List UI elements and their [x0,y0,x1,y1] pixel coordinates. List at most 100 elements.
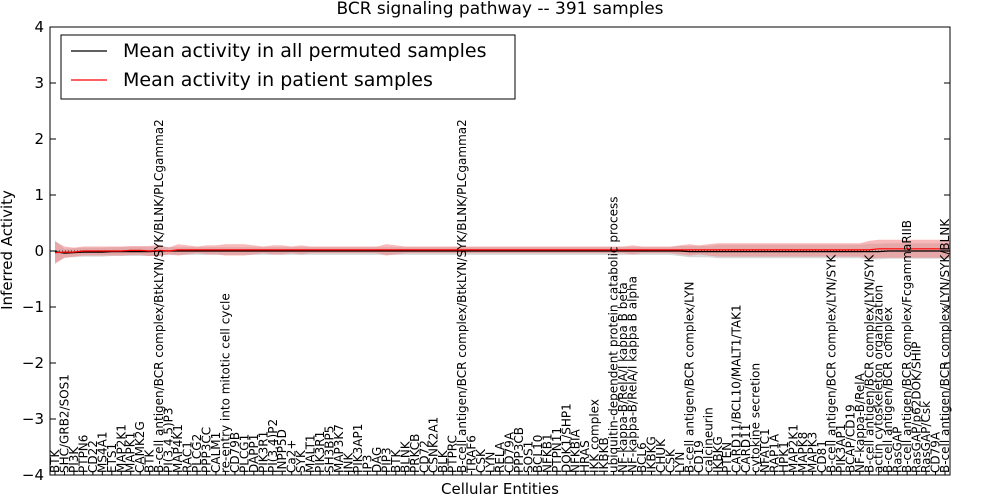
x-tick-label: MAPK1 [124,432,138,473]
legend: Mean activity in all permuted samples Me… [60,34,516,100]
x-tick-label: CD81 [815,440,829,473]
x-tick-label: SYK [294,449,308,473]
x-tick-label: INPP5D [275,429,289,473]
x-tick-label: NFKB1 [540,433,554,473]
x-tick-label: DOK1/SHP1 [559,403,573,473]
x-tick-label: PPP3CB [512,427,526,473]
x-tick-label: MAP4K1 [171,424,185,473]
x-tick-label: RAP1A [768,433,782,473]
x-tick-label: CSK [663,448,677,473]
x-tick-label: IKK complex [588,399,602,473]
x-tick-label: IKBKG [711,436,725,473]
x-tick-label: NFATC1 [758,428,772,473]
x-tick-label: PIK3AP1 [834,424,848,473]
x-tick-label: LYN [484,452,498,473]
x-tick-label: PI(3,4)P2 [266,419,280,473]
series-line-permuted [54,250,950,254]
x-tick-label: BCL6 [635,442,649,473]
y-tick-label: −4 [22,466,44,484]
x-tick-label: RELA [493,441,507,473]
x-tick-label: NF-kappa-B/RelA/I kappa B alpha [626,276,640,473]
x-tick-label: MAP2K1 [787,424,801,473]
x-tick-label: HRAS [578,440,592,473]
x-tick-label: actin cytoskeleton organization [872,285,886,473]
x-tick-label: BTK [48,448,62,473]
x-tick-label: CSNK2A1 [427,417,441,473]
x-tick-label: MALT1 [304,434,318,473]
x-tick-label: SH3BP5 [323,426,337,473]
x-tick-label: PLCG1 [237,434,251,473]
legend-label-patient: Mean activity in patient samples [123,69,433,91]
x-tick-label: CD19 [692,440,706,473]
x-tick-label: PIK3R1 [256,431,270,473]
x-tick-label: RAC1 [181,441,195,473]
x-tick-label: B-cell antigen/BCR complex/BtkLYN/SYK/BL… [455,119,469,473]
x-tick-label: B-cell antigen/BCR complex/LYN [682,281,696,473]
series-line-patient [54,248,950,254]
x-tick-label: PI3K [67,446,81,473]
x-tick-label: BTK [143,448,157,473]
y-tick-label: −3 [22,410,44,428]
x-tick-label: B-cell antigen/BCR complex/FcgammaRIIB [900,220,914,473]
x-tick-label: PRKCB [408,434,422,473]
x-tick-label: NF-kappa-B/RelA [853,372,867,473]
x-tick-label: CD79A [929,431,943,473]
x-tick-label: HPK1 [777,441,791,473]
x-tick-label: CARD11/BCL10/MALT1/TAK1 [730,304,744,473]
x-tick-label: DAG [370,447,384,473]
x-tick-label: BLK [436,449,450,473]
x-tick-label: RasGAP/Csk [919,401,933,473]
x-tick-label: CD79A [503,431,517,473]
x-tick-label: ETS1 [105,443,119,473]
y-tick-label: −2 [22,354,44,372]
x-tick-label: CAMK2G [133,421,147,473]
y-axis-label: Inferred Activity [0,190,16,310]
x-tick-label: PLCG2 [190,434,204,473]
x-tick-label: MAP2K1 [114,424,128,473]
x-tick-label: IKBKB [597,437,611,473]
x-tick-label: re-entry into mitotic cell cycle [218,293,232,473]
x-tick-label: CD79B [228,432,242,473]
x-tick-label: CARD11 [739,424,753,473]
x-tick-label: IKBKG [645,436,659,473]
x-tick-label: calcineurin [701,407,715,473]
x-tick-label: JNK [342,451,356,474]
x-tick-label: NF-kappa-B/RelA/I kappa B beta [616,282,630,473]
legend-label-permuted: Mean activity in all permuted samples [123,40,486,62]
x-tick-label: ubiquitin-dependent protein catabolic pr… [607,197,621,473]
x-tick-label: B-cell antigen/BCR complex/LYN/SYK [824,253,838,473]
x-axis-label: Cellular Entities [441,480,559,498]
x-tick-label: PTPN11 [550,427,564,473]
y-tick-label: 1 [34,186,44,204]
x-tick-label: MAPK8 [796,432,810,473]
x-tick-label: B-cell antigen/BCR complex/LYN/SYK/BLNK [938,218,952,473]
x-tick-label: PI(3,4,5)P3 [162,407,176,473]
chart-title: BCR signaling pathway -- 391 samples [336,0,663,19]
x-tick-label: BLNK [398,440,412,473]
band-patient [55,239,950,264]
x-tick-label: PIK3AP1 [351,424,365,473]
x-tick-label: CHUK [654,438,668,473]
x-tick-label: PTEN [720,442,734,473]
legend-box [60,34,516,100]
x-tick-label: IP3 [360,455,374,473]
x-tick-label: DAPP1 [247,434,261,473]
y-tick-label: 3 [34,74,44,92]
y-tick-label: −1 [22,298,44,316]
plot-frame [49,26,951,476]
x-tick-label: PTPN6 [76,435,90,473]
x-tick-label: B-cell antigen/BCR complex/BtkLYN/SYK/BL… [152,119,166,473]
y-tick-label: 2 [34,130,44,148]
x-tick-label: PPP3CC [200,427,214,473]
x-tick-label: PIK3R1 [313,431,327,473]
x-tick-label: SOS1 [521,441,535,473]
x-tick-label: SHC/GRB2/SOS1 [58,374,72,473]
x-tick-label: CALM1 [209,432,223,473]
x-tick-label: LYN [673,452,687,473]
x-tick-label: MAPK3 [805,432,819,473]
x-tick-label: CD72 [417,440,431,473]
x-tick-label: MS4A1 [95,432,109,473]
x-tick-label: BCL10 [531,435,545,473]
x-tick-label: PTPRC [446,435,460,473]
